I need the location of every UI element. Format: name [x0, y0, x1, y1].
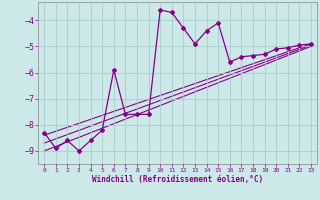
X-axis label: Windchill (Refroidissement éolien,°C): Windchill (Refroidissement éolien,°C): [92, 175, 263, 184]
